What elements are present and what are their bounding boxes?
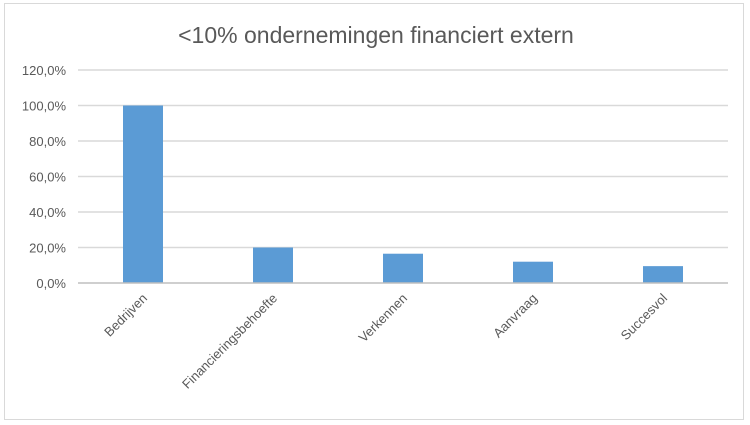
- y-axis-ticks: 0,0% 20,0% 40,0% 60,0% 80,0% 100,0% 120,0%: [22, 63, 67, 291]
- x-axis-labels: Bedrijven Financieringsbehoefte Verkennen A…: [101, 290, 670, 391]
- bar-succesvol: [643, 266, 683, 283]
- y-tick-label: 0,0%: [36, 276, 66, 291]
- y-tick-label: 20,0%: [29, 241, 66, 256]
- y-tick-label: 60,0%: [29, 170, 66, 185]
- x-tick-label: Bedrijven: [101, 291, 150, 340]
- x-tick-label: Aanvraag: [490, 291, 540, 341]
- x-tick-label: Financieringsbehoefte: [179, 291, 280, 392]
- y-tick-label: 80,0%: [29, 134, 66, 149]
- bar-bedrijven: [123, 105, 163, 283]
- bars: [123, 105, 683, 283]
- y-tick-label: 120,0%: [22, 63, 67, 78]
- bar-aanvraag: [513, 261, 553, 283]
- bar-financieringsbehoefte: [253, 247, 293, 283]
- gridlines: [78, 69, 728, 249]
- x-tick-label: Verkennen: [356, 291, 411, 346]
- bar-verkennen: [383, 253, 423, 283]
- y-tick-label: 40,0%: [29, 205, 66, 220]
- chart-title: <10% ondernemingen financiert extern: [178, 22, 574, 48]
- y-tick-label: 100,0%: [22, 99, 67, 114]
- x-tick-label: Succesvol: [618, 290, 671, 343]
